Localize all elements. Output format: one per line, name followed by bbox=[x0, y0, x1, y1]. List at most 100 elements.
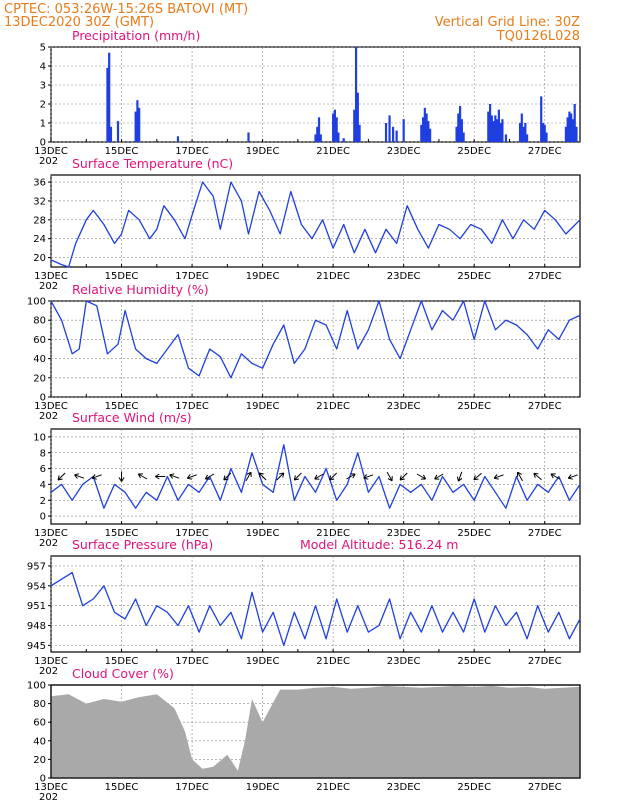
wind-arrow bbox=[399, 472, 408, 481]
y-tick-label: 36 bbox=[33, 178, 46, 189]
x-tick-label: 19DEC bbox=[246, 401, 280, 412]
x-tick-label: 13DEC bbox=[34, 656, 68, 667]
panel-title: Surface Temperature (nC) bbox=[72, 156, 233, 171]
y-tick-label: 4 bbox=[40, 62, 46, 73]
precip-bar bbox=[108, 52, 111, 143]
precip-bar bbox=[116, 121, 120, 142]
precip-bar bbox=[499, 123, 502, 142]
y-tick-label: 8 bbox=[40, 448, 46, 459]
year-fragment: 202 bbox=[39, 666, 58, 677]
panel-6: Cloud Cover (%) 0 20 40 60 80 100 13DEC 15DEC 17D… bbox=[27, 666, 581, 800]
x-tick-label: 21DEC bbox=[316, 271, 350, 282]
precip-bar bbox=[356, 92, 359, 142]
x-tick-label: 21DEC bbox=[316, 528, 350, 539]
x-tick-label: 17DEC bbox=[175, 146, 209, 157]
y-tick-label: 5 bbox=[40, 43, 46, 54]
x-tick-label: 27DEC bbox=[528, 528, 562, 539]
precip-bar bbox=[354, 47, 358, 142]
wind-arrow bbox=[493, 474, 504, 480]
precip-bar bbox=[526, 134, 529, 142]
x-tick-label: 13DEC bbox=[34, 528, 68, 539]
plot-frame bbox=[50, 428, 581, 525]
x-tick-label: 25DEC bbox=[457, 782, 491, 793]
precip-bar bbox=[524, 123, 527, 142]
precip-bar bbox=[342, 138, 345, 142]
year-fragment: 202 bbox=[39, 156, 58, 167]
y-tick-label: 1 bbox=[40, 119, 46, 130]
x-tick-label: 21DEC bbox=[316, 782, 350, 793]
wind-arrow bbox=[276, 472, 285, 481]
y-tick-label: 28 bbox=[33, 215, 46, 226]
precip-bar bbox=[427, 121, 430, 142]
wind-arrow bbox=[386, 471, 393, 482]
wind-arrow bbox=[516, 471, 523, 482]
x-tick-label: 21DEC bbox=[316, 146, 350, 157]
x-tick-label: 13DEC bbox=[34, 271, 68, 282]
panel-4: Surface Wind (m/s) 0 2 4 6 8 10 13DEC 15DEC 17DEC… bbox=[33, 410, 581, 549]
wind-arrow bbox=[346, 473, 356, 480]
header-station-text: CPTEC: 053:26W-15:26S BATOVI (MT) bbox=[4, 2, 248, 17]
precip-bar bbox=[109, 126, 113, 142]
year-fragment: 202 bbox=[39, 411, 58, 422]
x-tick-label: 25DEC bbox=[457, 401, 491, 412]
precip-bar bbox=[520, 113, 523, 142]
series-line bbox=[50, 300, 581, 379]
series-line bbox=[50, 571, 581, 647]
panel-3: Relative Humidity (%) 0 20 40 60 80 100 13DEC 15… bbox=[27, 282, 581, 422]
wind-arrow bbox=[137, 473, 148, 480]
precip-bar bbox=[458, 105, 462, 142]
precip-bar bbox=[358, 124, 361, 142]
panel-5: Surface Pressure (hPa) Model Altitude: 51… bbox=[27, 537, 581, 677]
x-tick-label: 23DEC bbox=[387, 656, 421, 667]
y-tick-label: 0 bbox=[40, 512, 46, 523]
y-tick-label: 60 bbox=[33, 718, 46, 729]
y-tick-label: 957 bbox=[27, 561, 46, 572]
precip-bar bbox=[335, 117, 338, 142]
x-tick-label: 19DEC bbox=[246, 271, 280, 282]
x-tick-label: 15DEC bbox=[105, 782, 139, 793]
panel-2: Surface Temperature (nC) 20 24 28 32 36 13DEC 1… bbox=[33, 156, 581, 292]
plot-frame-top bbox=[50, 684, 581, 779]
precip-bar bbox=[138, 107, 141, 142]
x-tick-label: 19DEC bbox=[246, 656, 280, 667]
y-tick-label: 951 bbox=[27, 601, 46, 612]
precip-bar bbox=[395, 130, 398, 142]
x-tick-label: 13DEC bbox=[34, 146, 68, 157]
wind-arrow bbox=[329, 472, 338, 481]
precip-bar bbox=[494, 115, 497, 142]
precip-bar bbox=[333, 109, 336, 142]
precip-bar bbox=[571, 119, 575, 142]
wind-arrow bbox=[186, 474, 197, 480]
precip-bar bbox=[423, 107, 426, 142]
precip-bar bbox=[504, 134, 508, 142]
year-fragment: 202 bbox=[39, 281, 58, 292]
wind-arrow bbox=[118, 471, 125, 482]
precip-bar bbox=[566, 117, 569, 142]
precip-bar bbox=[420, 124, 423, 142]
x-tick-label: 15DEC bbox=[105, 401, 139, 412]
wind-arrow bbox=[91, 474, 102, 480]
precip-bar bbox=[497, 109, 500, 142]
precip-bar bbox=[388, 115, 391, 142]
x-tick-label: 23DEC bbox=[387, 146, 421, 157]
y-tick-label: 10 bbox=[33, 432, 46, 443]
x-tick-label: 27DEC bbox=[528, 656, 562, 667]
wind-arrow bbox=[314, 473, 324, 480]
y-tick-label: 6 bbox=[40, 464, 46, 475]
wind-arrow bbox=[567, 474, 578, 480]
x-tick-label: 15DEC bbox=[105, 528, 139, 539]
wind-arrow bbox=[245, 471, 252, 482]
x-tick-label: 27DEC bbox=[528, 782, 562, 793]
precip-bar bbox=[106, 67, 109, 142]
x-tick-label: 21DEC bbox=[316, 401, 350, 412]
header-model-text: TQ0126L028 bbox=[496, 29, 580, 44]
plot-frame bbox=[50, 174, 581, 268]
wind-arrow bbox=[550, 473, 560, 480]
x-tick-label: 23DEC bbox=[387, 782, 421, 793]
precip-bar bbox=[319, 134, 322, 142]
wind-arrow bbox=[258, 472, 267, 481]
wind-arrow bbox=[416, 473, 427, 480]
precip-bar bbox=[488, 104, 492, 142]
y-tick-label: 20 bbox=[33, 253, 46, 264]
